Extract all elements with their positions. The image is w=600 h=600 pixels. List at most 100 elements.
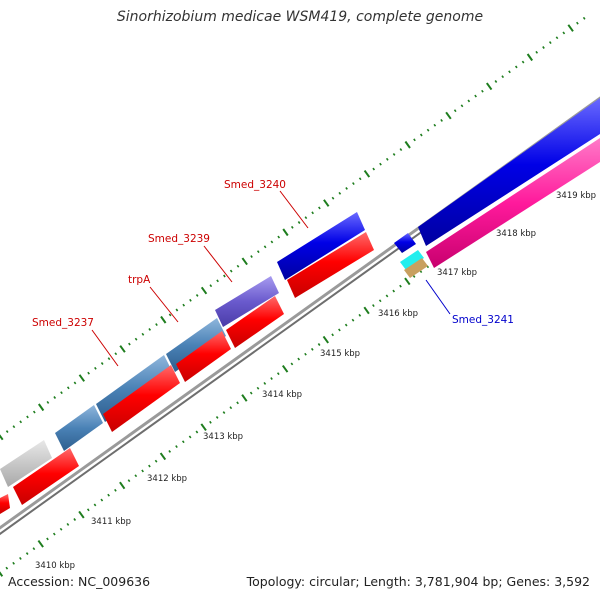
cds-6[interactable] [287,232,374,298]
outer-ring-tick [474,94,477,98]
gene-label-smed-3239[interactable]: Smed_3239 [148,233,210,245]
outer-ring-tick [263,245,267,249]
gene-label-smed-3241[interactable]: Smed_3241 [452,314,514,326]
outer-ring-tick [236,264,240,268]
outer-ring-tick [114,352,118,356]
outer-ring-tick [526,53,534,62]
outer-ring-tick [209,284,213,288]
inner-ring-tick [209,420,212,424]
inner-ring-tick [378,299,382,303]
inner-ring-tick [46,537,49,541]
outer-ring-tick [175,308,179,312]
cds-4[interactable] [176,331,231,382]
outer-ring-tick [392,153,396,156]
feature-grey[interactable] [0,440,52,487]
gene-labels: Smed_3237 trpA Smed_3239 Smed_3240 Smed_… [32,179,514,367]
outer-ring-tick [32,410,36,414]
outer-ring-tick [467,99,471,103]
feature-blue-long[interactable] [418,98,600,246]
cds-2[interactable] [13,448,79,505]
outer-ring-tick [229,269,233,273]
outer-ring-tick [107,357,111,361]
outer-ring-tick [160,315,167,324]
outer-ring-tick [358,177,362,181]
outer-ring-tick [200,286,208,295]
outer-ring-tick [216,279,219,283]
inner-ring-tick [59,527,63,531]
feature-trpa[interactable] [166,318,226,372]
gene-label-smed-3237[interactable]: Smed_3237 [32,317,94,329]
outer-ring-tick [189,298,192,302]
inner-ring-tick [317,343,321,346]
feature-smed-3237-a[interactable] [55,405,103,451]
outer-ring-tick [562,31,566,35]
cds-pink[interactable] [426,138,600,268]
inner-ring-tick [5,566,9,570]
inner-ring-tick [52,532,56,536]
outer-ring-tick [363,170,371,178]
outer-ring-tick [304,216,308,220]
feature-cyan[interactable] [400,250,424,270]
outer-ring-tick [134,337,138,341]
feature-tan[interactable] [404,258,428,278]
inner-ring-tick [338,328,341,332]
outer-ring-tick [250,255,253,258]
outer-ring-tick [141,332,145,336]
kbp-tick-label: 3413 kbp [203,432,243,442]
outer-ring-tick [494,80,498,83]
inner-ring-tick [322,335,330,344]
outer-ring-tick [345,187,348,190]
kbp-tick-label: 3417 kbp [437,268,477,278]
outer-ring-tick [501,75,505,79]
kbp-tick-label: 3415 kbp [320,349,360,359]
gene-label-smed-3240[interactable]: Smed_3240 [224,179,286,191]
inner-ring-tick [281,365,289,373]
outer-ring-tick [94,366,97,370]
inner-ring-tick [86,508,90,512]
outer-ring-tick [440,118,443,122]
outer-ring-tick [60,391,63,395]
outer-ring-tick [270,240,274,244]
inner-ring-tick [66,522,70,526]
cds-5[interactable] [226,296,284,348]
outer-ring-tick [148,328,152,331]
inner-ring-tick [127,479,131,483]
outer-ring-tick [460,104,464,108]
inner-ring-tick [270,377,273,380]
outer-ring-tick [542,46,545,49]
gene-label-trpa[interactable]: trpA [128,274,151,286]
outer-ring-tick [87,371,90,375]
feature-blue-small[interactable] [394,233,416,253]
inner-ring-tick [93,503,97,507]
outer-ring-tick [379,162,382,166]
outer-ring-tick [399,148,403,152]
inner-ring-tick [331,333,334,337]
outer-ring-tick [26,415,29,419]
outer-ring-tick [0,434,4,441]
outer-ring-tick [195,294,199,297]
inner-ring-tick [168,450,172,453]
inner-ring-tick [73,518,77,521]
kbp-tick-label: 3410 kbp [35,561,75,571]
outer-ring-tick [413,138,416,142]
outer-ring-tick [46,400,50,404]
feature-smed-3240[interactable] [277,212,365,280]
tick-labels: 3410 kbp 3411 kbp 3412 kbp 3413 kbp 3414 kbp… [35,191,596,571]
leader-smed-3237 [91,329,119,367]
cds-1[interactable] [0,494,10,514]
outer-ring-tick [73,381,77,385]
inner-ring-tick [263,381,267,385]
outer-ring-tick [582,16,586,20]
inner-ring-tick [25,552,29,555]
leader-smed-3239 [203,245,233,283]
inner-ring-tick [297,357,301,361]
outer-ring-tick [485,82,493,91]
kbp-tick-label: 3419 kbp [556,191,596,201]
inner-ring-tick [188,435,192,439]
inner-ring-tick [141,469,144,473]
inner-ring-tick [372,304,375,308]
inner-ring-tick [222,411,226,414]
feature-smed-3239[interactable] [215,276,279,327]
outer-ring-tick [323,199,330,207]
cds-3[interactable] [103,365,180,432]
